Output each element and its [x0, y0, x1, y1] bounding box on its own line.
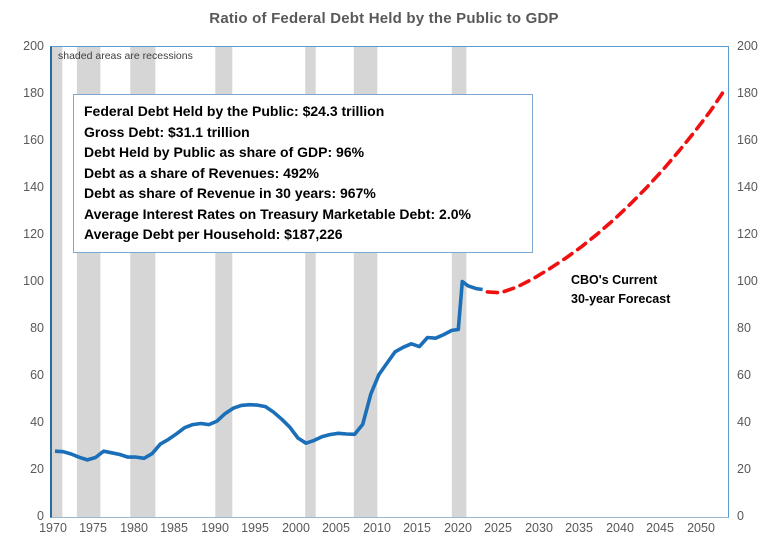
y-tick-label-right: 20: [737, 462, 751, 476]
y-tick-label-right: 80: [737, 321, 751, 335]
y-tick-label-left: 120: [23, 227, 44, 241]
x-tick-label: 1985: [160, 521, 188, 535]
x-tick-label: 1995: [241, 521, 269, 535]
stats-line: Gross Debt: $31.1 trillion: [84, 123, 250, 140]
stats-line: Debt as share of Revenue in 30 years: 96…: [84, 185, 376, 201]
stats-box: Federal Debt Held by the Public: $24.3 t…: [73, 94, 533, 253]
x-tick-label: 1980: [120, 521, 148, 535]
x-tick-label: 2005: [322, 521, 350, 535]
y-tick-label-right: 160: [737, 133, 758, 147]
y-tick-label-left: 20: [30, 462, 44, 476]
x-tick-label: 1970: [39, 521, 67, 535]
y-tick-label-left: 60: [30, 368, 44, 382]
recession-band: [52, 47, 63, 517]
x-tick-label: 1975: [79, 521, 107, 535]
historical-line: [54, 279, 483, 462]
y-tick-label-right: 120: [737, 227, 758, 241]
y-tick-label-right: 180: [737, 86, 758, 100]
x-tick-label: 2030: [525, 521, 553, 535]
stats-line: Average Interest Rates on Treasury Marke…: [84, 205, 471, 222]
x-tick-label: 2025: [484, 521, 512, 535]
x-tick-label: 2050: [687, 521, 715, 535]
y-tick-label-left: 200: [23, 39, 44, 53]
stats-line: Average Debt per Household: $187,226: [84, 226, 343, 242]
recession-note: shaded areas are recessions: [58, 50, 193, 62]
y-tick-label-left: 80: [30, 321, 44, 335]
x-tick-label: 1990: [201, 521, 229, 535]
y-tick-label-left: 40: [30, 415, 44, 429]
x-tick-label: 2000: [282, 521, 310, 535]
x-tick-label: 2040: [606, 521, 634, 535]
forecast-label-line2: 30-year Forecast: [571, 292, 671, 306]
forecast-line: [485, 90, 725, 295]
y-tick-label-right: 0: [737, 509, 744, 523]
y-tick-label-left: 100: [23, 274, 44, 288]
x-tick-label: 2045: [646, 521, 674, 535]
chart-title: Ratio of Federal Debt Held by the Public…: [209, 10, 559, 27]
recession-band: [305, 47, 316, 517]
y-tick-label-left: 140: [23, 180, 44, 194]
x-tick-label: 2035: [565, 521, 593, 535]
y-tick-label-right: 140: [737, 180, 758, 194]
stats-line: Debt Held by Public as share of GDP: 96%: [84, 144, 365, 160]
y-tick-label-right: 100: [737, 274, 758, 288]
y-tick-label-right: 60: [737, 368, 751, 382]
y-tick-label-left: 0: [37, 509, 44, 523]
x-tick-label: 2015: [403, 521, 431, 535]
y-tick-label-left: 180: [23, 86, 44, 100]
stats-line: Debt as a share of Revenues: 492%: [84, 164, 319, 181]
x-tick-label: 2010: [363, 521, 391, 535]
y-tick-label-left: 160: [23, 133, 44, 147]
stats-line: Federal Debt Held by the Public: $24.3 t…: [84, 103, 385, 119]
y-tick-label-right: 40: [737, 415, 751, 429]
plot-area: shaded areas are recessions Federal Debt…: [50, 46, 729, 518]
x-tick-label: 2020: [444, 521, 472, 535]
forecast-label: CBO's Current 30-year Forecast: [571, 271, 670, 309]
y-tick-label-right: 200: [737, 39, 758, 53]
forecast-label-line1: CBO's Current: [571, 273, 658, 287]
